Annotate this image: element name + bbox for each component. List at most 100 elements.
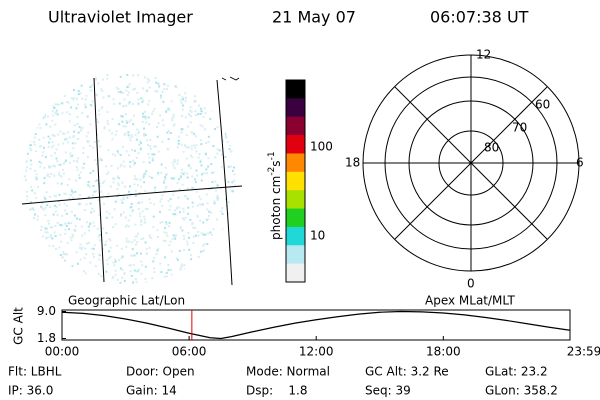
pixel [38,145,41,148]
pixel [124,132,127,135]
pixel [54,234,57,237]
pixel [187,232,190,235]
pixel [43,176,46,179]
pixel [228,124,231,127]
pixel [97,273,100,276]
polar-label: 0 [467,277,475,291]
pixel [100,159,103,162]
pixel [153,189,156,192]
pixel [67,280,70,283]
pixel [82,79,85,82]
pixel [137,207,140,210]
pixel [121,277,124,280]
pixel [114,258,117,261]
pixel [180,263,183,266]
status-field: Flt: LBHL [8,365,62,379]
pixel [205,94,208,97]
pixel [216,152,219,155]
pixel [81,111,84,114]
pixel [83,256,86,259]
pixel [36,126,39,129]
pixel [70,193,73,196]
pixel [140,147,143,150]
pixel [26,127,29,130]
pixel [165,232,168,235]
pixel [37,215,40,218]
pixel [42,136,45,139]
pixel [120,256,123,259]
pixel [107,192,110,195]
pixel [116,167,119,170]
pixel [156,249,159,252]
pixel [128,83,131,86]
colorbar-band [286,153,305,173]
pixel [217,267,220,270]
pixel [61,102,64,105]
pixel [194,226,197,229]
pixel [32,252,35,255]
pixel [182,173,185,176]
pixel [168,208,171,211]
pixel [139,212,142,215]
pixel [218,275,221,278]
pixel [119,75,122,78]
pixel [171,77,174,80]
pixel [175,85,178,88]
pixel [148,198,151,201]
pixel [182,150,185,153]
pixel [25,82,28,85]
pixel [232,210,235,213]
pixel [127,131,130,134]
pixel [206,90,209,93]
pixel [63,84,66,87]
pixel [58,92,61,95]
pixel [26,152,29,155]
pixel [216,73,219,76]
pixel [129,264,132,267]
pixel [216,148,219,151]
pixel [131,210,134,213]
pixel [46,85,49,88]
pixel [197,156,200,159]
pixel [76,138,79,141]
pixel [144,133,147,136]
pixel [72,130,75,133]
pixel [82,152,85,155]
pixel [66,204,69,207]
pixel [113,102,116,105]
pixel [27,239,30,242]
pixel [212,145,215,148]
pixel [117,184,120,187]
pixel [226,262,229,265]
pixel [141,176,144,179]
pixel [218,149,221,152]
pixel [89,172,92,175]
pixel [45,267,48,270]
pixel [125,150,128,153]
status-field: Gain: 14 [126,384,177,398]
pixel [137,152,140,155]
pixel [61,112,64,115]
pixel [117,182,120,185]
pixel [190,110,193,113]
pixel [123,133,126,136]
pixel [39,127,42,130]
pixel [201,125,204,128]
pixel [165,88,168,91]
pixel [85,75,88,78]
pixel [117,90,120,93]
pixel [92,221,95,224]
pixel [31,79,34,82]
pixel [50,256,53,259]
pixel [77,174,80,177]
pixel [224,242,227,245]
polar-label: 18 [345,156,360,170]
pixel [224,132,227,135]
pixel [132,88,135,91]
pixel [197,234,200,237]
pixel [202,244,205,247]
pixel [83,103,86,106]
pixel [210,233,213,236]
pixel [174,237,177,240]
pixel [70,190,73,193]
